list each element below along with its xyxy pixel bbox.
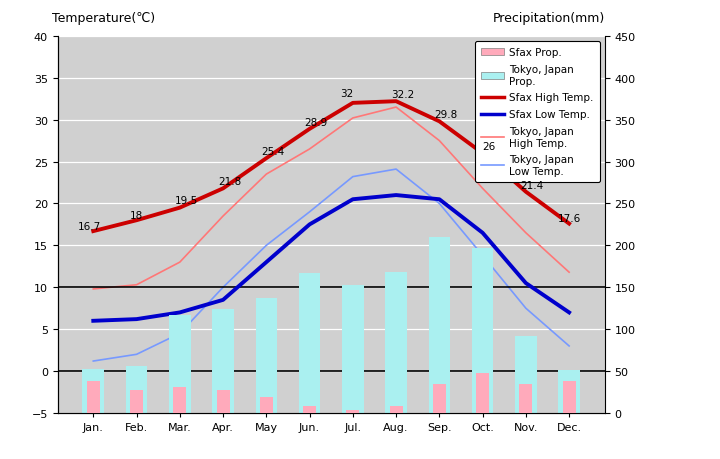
Bar — [299, 274, 320, 413]
Bar — [169, 315, 191, 413]
Bar — [256, 298, 277, 413]
Bar — [260, 397, 273, 413]
Bar — [346, 410, 359, 413]
Text: Precipitation(mm): Precipitation(mm) — [492, 12, 605, 25]
Text: 16.7: 16.7 — [77, 221, 101, 231]
Text: 18: 18 — [130, 210, 143, 220]
Bar — [428, 237, 450, 413]
Text: 28.9: 28.9 — [305, 118, 328, 128]
Legend: Sfax Prop., Tokyo, Japan
Prop., Sfax High Temp., Sfax Low Temp., Tokyo, Japan
Hi: Sfax Prop., Tokyo, Japan Prop., Sfax Hig… — [474, 42, 600, 183]
Bar — [515, 336, 536, 413]
Text: 17.6: 17.6 — [557, 213, 581, 224]
Bar — [342, 285, 364, 413]
Bar — [385, 273, 407, 413]
Text: 32: 32 — [340, 89, 353, 99]
Bar — [83, 369, 104, 413]
Text: 19.5: 19.5 — [175, 196, 198, 206]
Bar — [472, 248, 493, 413]
Bar — [217, 390, 230, 413]
Text: Temperature(℃): Temperature(℃) — [52, 12, 156, 25]
Bar — [303, 406, 316, 413]
Text: 32.2: 32.2 — [391, 90, 414, 100]
Bar — [212, 309, 234, 413]
Bar — [519, 384, 532, 413]
Bar — [126, 366, 148, 413]
Bar — [433, 384, 446, 413]
Text: 29.8: 29.8 — [434, 110, 457, 120]
Bar — [87, 381, 100, 413]
Bar — [130, 390, 143, 413]
Bar — [390, 406, 402, 413]
Bar — [174, 387, 186, 413]
Text: 25.4: 25.4 — [261, 147, 284, 157]
Bar — [562, 381, 575, 413]
Text: 21.4: 21.4 — [521, 180, 544, 190]
Bar — [558, 370, 580, 413]
Bar — [476, 373, 489, 413]
Text: 26: 26 — [482, 142, 495, 151]
Text: 21.8: 21.8 — [218, 177, 241, 187]
